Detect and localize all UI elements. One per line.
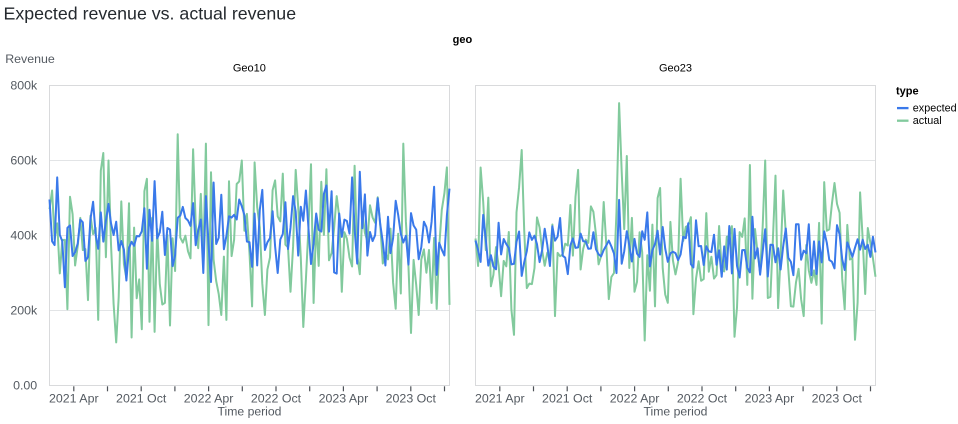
svg-text:2021 Oct: 2021 Oct — [116, 392, 167, 406]
svg-text:200k: 200k — [10, 303, 38, 317]
svg-text:2021 Apr: 2021 Apr — [475, 392, 525, 406]
svg-text:Geo10: Geo10 — [233, 63, 266, 75]
svg-text:2022 Apr: 2022 Apr — [610, 392, 660, 406]
svg-text:2021 Apr: 2021 Apr — [49, 392, 99, 406]
svg-text:2021 Oct: 2021 Oct — [542, 392, 593, 406]
svg-text:2022 Oct: 2022 Oct — [251, 392, 302, 406]
svg-text:2023 Oct: 2023 Oct — [386, 392, 437, 406]
svg-text:800k: 800k — [10, 78, 38, 92]
svg-text:600k: 600k — [10, 153, 38, 167]
svg-text:type: type — [896, 86, 919, 98]
svg-text:Time period: Time period — [218, 405, 282, 419]
svg-text:400k: 400k — [10, 228, 38, 242]
svg-text:geo: geo — [453, 34, 473, 46]
svg-text:expected: expected — [913, 102, 957, 114]
svg-text:Time period: Time period — [644, 405, 708, 419]
svg-text:Geo23: Geo23 — [659, 63, 692, 75]
svg-text:2022 Apr: 2022 Apr — [184, 392, 234, 406]
svg-text:Revenue: Revenue — [5, 52, 55, 66]
svg-text:2023 Oct: 2023 Oct — [812, 392, 863, 406]
svg-text:2023 Apr: 2023 Apr — [319, 392, 369, 406]
svg-text:actual: actual — [913, 115, 942, 127]
svg-text:2022 Oct: 2022 Oct — [677, 392, 728, 406]
svg-text:2023 Apr: 2023 Apr — [745, 392, 795, 406]
svg-text:Expected revenue vs. actual re: Expected revenue vs. actual revenue — [4, 3, 297, 23]
svg-text:0.00: 0.00 — [13, 378, 37, 392]
